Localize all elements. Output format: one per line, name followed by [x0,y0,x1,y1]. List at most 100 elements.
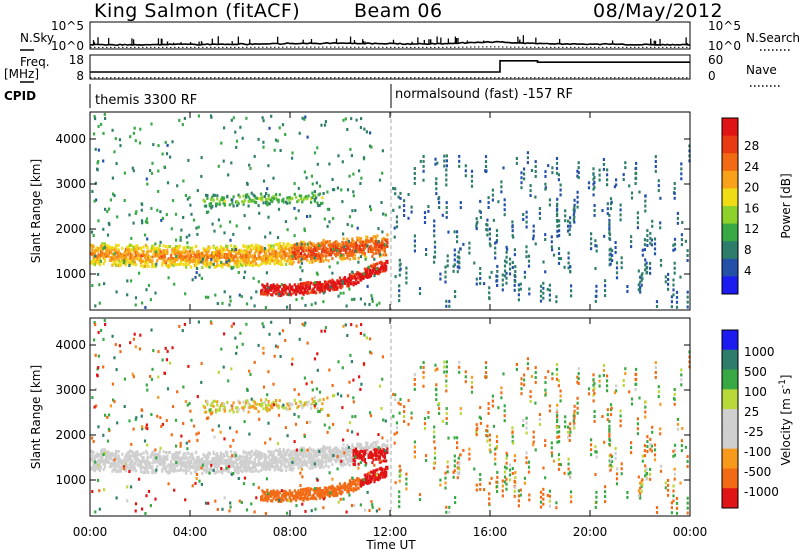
velocity-cell [153,453,156,457]
velocity-cell [365,441,368,445]
velocity-cell [236,468,239,472]
velocity-cell [182,469,185,473]
velocity-cell [321,460,324,463]
power-cell [217,263,220,267]
power-cell [436,161,439,165]
velocity-cell [103,463,106,467]
velocity-cell [161,460,164,463]
power-cell [302,254,305,258]
power-cell [216,197,219,201]
power-cell [146,261,149,265]
velocity-cell [313,496,316,500]
power-cell [318,254,321,258]
velocity-cell [226,464,229,468]
power-cell [620,261,623,265]
power-cell [441,213,444,217]
velocity-cell [212,457,215,461]
power-cell [594,267,597,270]
power-cell [179,235,182,239]
velocity-cell [272,459,275,463]
velocity-cell [121,467,124,471]
power-cell [234,248,237,251]
power-cell [383,238,386,242]
power-cell [619,208,622,212]
velocity-cell [347,459,350,463]
power-cell [190,265,193,269]
power-cell [345,247,348,251]
velocity-cell [300,496,303,499]
power-cell [205,250,208,254]
power-cell [351,253,354,257]
power-cell [385,264,388,268]
power-cell [381,171,384,175]
power-cell [308,248,311,252]
power-cell [297,260,300,264]
power-cell [332,288,335,292]
velocity-cell [191,456,194,460]
power-cell [132,260,135,264]
power-cell [673,196,676,200]
velocity-cell [105,460,108,464]
power-cell [626,289,629,293]
power-cell [365,269,368,273]
power-cell [215,250,218,254]
power-cell [98,263,101,266]
power-cell [223,231,226,235]
velocity-cell [168,451,171,454]
power-cell [222,201,225,205]
power-cell [121,257,124,261]
power-cell [161,261,164,265]
velocity-cell [285,497,288,501]
velocity-cell [267,494,270,498]
velocity-cell [290,498,293,502]
velocity-cell [250,454,253,458]
power-cell [200,260,203,264]
power-cell [303,290,306,294]
power-cell [513,253,516,257]
velocity-cell [360,456,363,460]
power-cell [282,292,285,296]
power-cell [159,210,162,214]
power-cell [310,250,313,254]
power-cell [413,234,416,238]
power-cell [266,200,269,204]
power-cell [673,242,677,246]
power-cell [381,244,384,247]
power-cell [231,248,234,252]
power-cell [646,229,649,233]
power-cell [265,252,268,256]
velocity-cell [225,465,228,469]
power-cell [494,251,497,255]
power-cell [277,200,280,204]
velocity-cell [273,468,276,472]
power-cell [176,250,179,254]
power-cell [97,260,100,264]
velocity-cell [270,465,273,469]
nave-tick-top: 60 [708,53,723,67]
power-cell [556,212,559,216]
power-cell [673,271,676,275]
power-cell [393,226,396,230]
power-cell [181,123,184,127]
velocity-cell [183,452,186,456]
power-cell [257,280,260,284]
power-cell [111,263,114,267]
power-cell [345,279,348,283]
power-cell [317,193,320,197]
velocity-cell [242,460,245,464]
velocity-cell [171,465,174,469]
power-cell [609,252,612,256]
power-cell [182,179,185,183]
velocity-cell [372,458,375,462]
power-cell [276,236,280,240]
power-cell [544,182,547,186]
velocity-cell [107,461,110,465]
power-cell [126,249,129,253]
power-cell [130,236,133,240]
velocity-cell [258,457,261,461]
velocity-cell [373,452,376,456]
power-cell [111,252,114,256]
power-cell [370,145,373,149]
power-cell [146,252,149,256]
power-cell [235,249,238,253]
